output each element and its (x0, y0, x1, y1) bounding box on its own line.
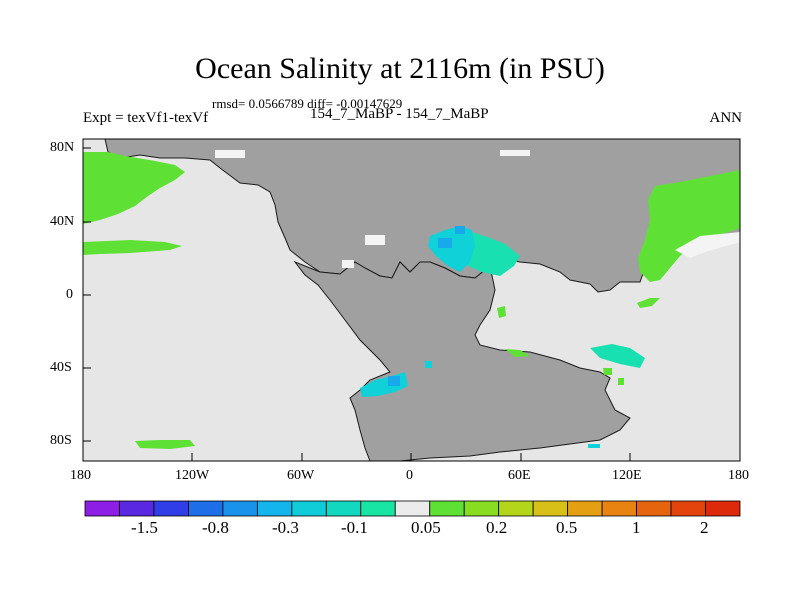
colorbar-swatch (601, 500, 637, 517)
anomaly-patch-cyan (588, 444, 600, 448)
colorbar-swatch (429, 500, 465, 517)
anomaly-patch-positive (637, 298, 660, 308)
missing-patch (342, 260, 354, 268)
anomaly-patch-positive (505, 349, 530, 357)
colorbar-swatch (670, 500, 706, 517)
colorbar-swatch (222, 500, 258, 517)
colorbar-swatch (498, 500, 534, 517)
missing-patch (500, 150, 530, 156)
colorbar-swatch (360, 500, 396, 517)
colorbar-swatch (153, 500, 189, 517)
period-subtitle: 154_7_MaBP - 154_7_MaBP (310, 106, 489, 122)
missing-patch (215, 150, 245, 158)
colorbar-label: -0.3 (272, 518, 299, 537)
colorbar-label: 2 (700, 518, 709, 537)
anomaly-patch-cyan (428, 226, 475, 272)
colorbar-swatch (705, 500, 741, 517)
colorbar-swatch (188, 500, 224, 517)
colorbar-label: 0.2 (486, 518, 508, 537)
x-tick-label: 120W (175, 468, 210, 483)
colorbar-swatch (256, 500, 293, 517)
colorbar-swatch (636, 500, 672, 517)
x-tick-label: 60E (508, 468, 531, 483)
anomaly-patch-blue (438, 238, 452, 248)
colorbar-swatch (119, 500, 155, 517)
anomaly-patch-positive (83, 240, 182, 255)
y-tick-label: 80N (50, 140, 75, 155)
colorbar-swatch (84, 500, 120, 517)
continents (104, 138, 741, 462)
anomaly-patch-teal (590, 344, 645, 368)
experiment-label: Expt = texVf1-texVf (83, 110, 209, 126)
anomaly-patch-positive (135, 440, 195, 449)
anomaly-patch-positive (638, 170, 740, 282)
missing-patch (675, 232, 740, 258)
anomaly-patch-positive (497, 306, 506, 318)
x-tick-label: 120E (612, 468, 642, 483)
colorbar-swatch (532, 500, 569, 517)
colorbar-swatch (394, 500, 431, 517)
colorbar-swatch (463, 500, 500, 517)
salinity-anomaly-patches (83, 152, 740, 449)
colorbar-swatch (291, 500, 327, 517)
x-tick-label: 60W (287, 468, 315, 483)
colorbar (84, 500, 741, 517)
anomaly-patch-blue (455, 226, 465, 234)
x-tick-label: 180 (728, 468, 749, 483)
colorbar-label: 1 (632, 518, 641, 537)
missing-data-patches (215, 150, 530, 268)
x-tick-label: 180 (70, 468, 91, 483)
colorbar-label: -1.5 (131, 518, 158, 537)
y-tick-label: 80S (50, 433, 72, 448)
anomaly-patch-cyan (425, 361, 432, 368)
axis-ticks (82, 147, 741, 461)
colorbar-swatch (325, 500, 362, 517)
y-tick-label: 40S (50, 360, 72, 375)
plot-title: Ocean Salinity at 2116m (in PSU) (195, 52, 605, 85)
rmsd-stats: rmsd= 0.0566789 diff= -0.00147629 (212, 96, 403, 111)
missing-patch (365, 235, 385, 245)
season-label: ANN (709, 110, 743, 126)
anomaly-patch-positive (83, 152, 185, 224)
anomaly-patch-positive (618, 378, 624, 385)
colorbar-label: -0.1 (341, 518, 368, 537)
colorbar-label: 0.5 (556, 518, 578, 537)
anomaly-patch-blue (388, 376, 400, 386)
colorbar-swatch (567, 500, 603, 517)
y-tick-label: 40N (50, 214, 75, 229)
anomaly-patch-positive (603, 368, 612, 375)
colorbar-label: 0.05 (411, 518, 441, 537)
x-tick-label: 0 (406, 468, 413, 483)
y-tick-label: 0 (66, 287, 73, 302)
colorbar-label: -0.8 (202, 518, 229, 537)
